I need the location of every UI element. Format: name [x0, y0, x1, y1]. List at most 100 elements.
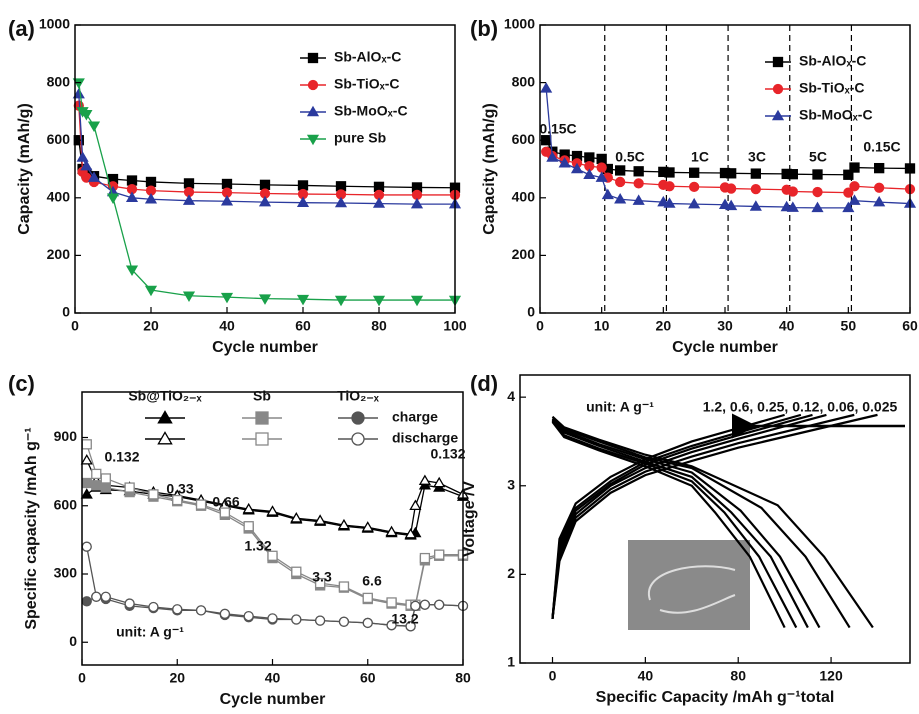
marker [749, 200, 762, 211]
marker [81, 541, 92, 552]
marker [259, 179, 271, 190]
annotation: 0.15C [863, 139, 900, 155]
marker [182, 291, 196, 302]
legend-marker [255, 432, 269, 446]
marker [297, 180, 309, 191]
y-tick-label: 0 [62, 304, 70, 320]
y-tick-label: 0 [527, 304, 535, 320]
marker [183, 178, 195, 189]
marker [81, 477, 92, 489]
y-tick-label: 3 [507, 476, 515, 492]
annotation: 0.132 [430, 446, 465, 462]
x-tick-label: 20 [169, 670, 185, 686]
marker [195, 605, 207, 616]
annotation: 0.132 [104, 449, 139, 465]
y-axis-title: Voltage /V [461, 481, 478, 557]
y-tick-label: 200 [512, 246, 536, 262]
x-tick-label: 0 [549, 668, 557, 684]
marker [873, 195, 886, 207]
marker [633, 166, 644, 177]
y-axis-title: Capacity (mAh/g) [16, 103, 33, 235]
y-tick-label: 600 [512, 131, 536, 147]
x-tick-label: 40 [265, 670, 281, 686]
legend-marker [157, 410, 173, 424]
marker [145, 176, 157, 188]
series-line [86, 444, 463, 606]
x-tick-label: 100 [443, 318, 467, 334]
y-tick-label: 300 [54, 565, 78, 581]
marker [540, 82, 553, 93]
marker [842, 201, 855, 213]
marker [220, 292, 234, 304]
annotation: 0.15C [539, 121, 576, 137]
marker [570, 162, 584, 174]
marker [314, 615, 326, 626]
marker [172, 494, 183, 506]
marker [419, 599, 431, 610]
marker [433, 476, 446, 488]
marker [726, 183, 737, 194]
marker [125, 265, 139, 277]
marker [144, 192, 158, 204]
marker [195, 499, 207, 510]
marker [267, 613, 278, 624]
marker [688, 197, 701, 209]
marker [182, 194, 196, 205]
series-line [551, 417, 851, 629]
legend-marker [306, 105, 320, 117]
marker [558, 156, 571, 168]
inset-photo [628, 540, 750, 630]
marker [291, 566, 302, 577]
plot-frame [519, 374, 911, 664]
x-tick-label: 0 [536, 318, 544, 334]
x-tick-label: 10 [594, 318, 610, 334]
marker [81, 596, 92, 607]
marker [291, 614, 302, 625]
marker [338, 616, 350, 627]
x-tick-label: 30 [717, 318, 733, 334]
marker [87, 121, 101, 133]
marker [614, 192, 627, 204]
marker [80, 488, 93, 499]
legend-marker [772, 56, 784, 68]
marker [410, 600, 421, 611]
annotation: 0.33 [166, 481, 193, 497]
legend-marker [157, 431, 173, 445]
legend-label: Sb-TiOₓ-C [334, 76, 400, 92]
x-axis-title: Cycle number [672, 339, 778, 356]
marker [726, 168, 737, 179]
y-tick-label: 400 [512, 189, 536, 205]
series-line [551, 413, 827, 619]
annotation: 13.2 [391, 611, 418, 627]
marker [362, 592, 373, 604]
series-line [551, 413, 813, 619]
y-tick-label: 1 [507, 654, 515, 670]
x-tick-label: 20 [143, 318, 159, 334]
x-tick-label: 20 [656, 318, 672, 334]
legend-marker [351, 411, 365, 425]
y-axis-title: Capacity (mAh/g) [481, 103, 498, 235]
x-tick-label: 50 [841, 318, 857, 334]
legend-label: Sb-MoOₓ-C [799, 107, 873, 123]
x-tick-label: 40 [219, 318, 235, 334]
series-line [551, 419, 809, 629]
marker [258, 294, 272, 305]
marker [750, 184, 761, 195]
marker [787, 186, 798, 197]
series-line [545, 139, 911, 176]
marker [296, 294, 310, 306]
inset-wire [647, 565, 736, 614]
series-line [551, 421, 786, 629]
legend-marker [306, 134, 320, 146]
legend-column: TiO₂₋ₓ [337, 388, 380, 404]
annotation: unit: A g⁻¹ [116, 624, 184, 640]
marker [81, 439, 92, 450]
x-axis-title: Specific Capacity /mAh g⁻¹total [596, 689, 835, 706]
marker [220, 195, 234, 206]
marker [811, 201, 824, 213]
marker [148, 601, 159, 613]
marker [100, 473, 111, 484]
legend-marker [255, 411, 269, 425]
marker [404, 527, 417, 539]
marker [689, 181, 700, 193]
